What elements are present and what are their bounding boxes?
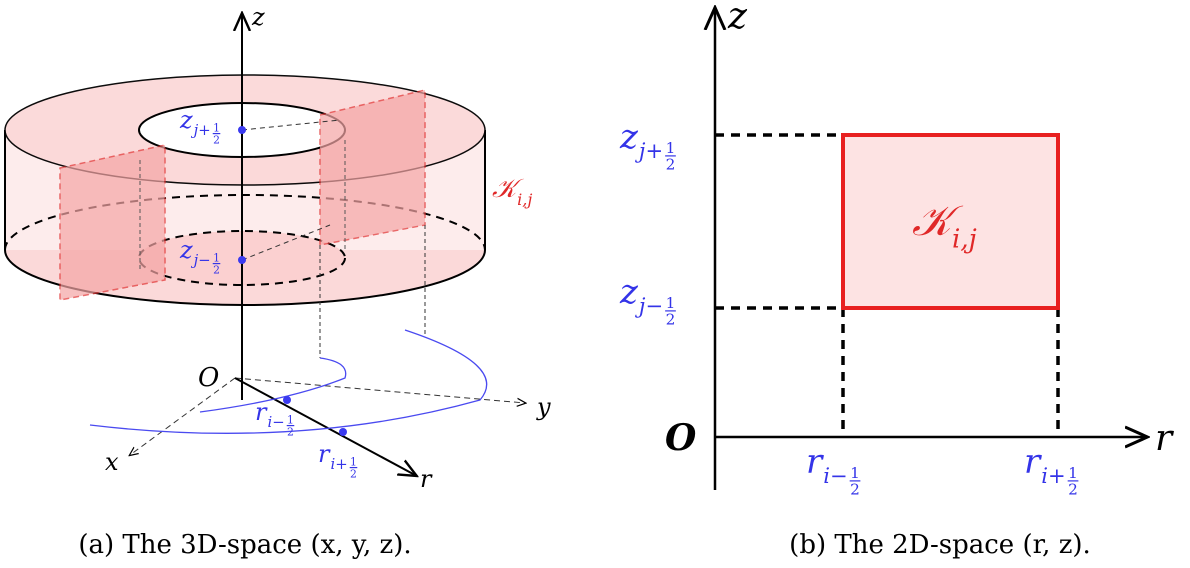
math-subscript: i− [267,413,284,431]
fraction-num: 1 [666,294,676,312]
fraction-den: 2 [666,156,676,174]
fraction-den: 2 [287,425,294,438]
fraction-num: 1 [850,464,860,482]
math-label: z [619,272,639,312]
fraction-num: 1 [287,413,294,426]
fraction-num: 1 [350,455,357,468]
fraction-den: 2 [666,311,676,329]
math-subscript: i− [823,463,847,488]
axis-label: O [665,417,697,459]
ring [4,74,486,358]
caption: (b) The 2D-space (r, z). [789,530,1091,560]
math-subscript: i,j [517,190,532,209]
fraction-den: 2 [213,263,220,276]
axis-label: z [251,3,265,31]
fraction-num: 1 [213,121,220,134]
math-subscript: j− [635,293,663,318]
fraction-den: 2 [850,481,860,499]
math-subscript: i+ [1041,463,1065,488]
math-subscript: j− [191,251,211,269]
math-label: z [179,236,193,264]
axis-label: r [1155,418,1174,459]
math-subscript: i,j [952,225,977,255]
math-label: r [1024,442,1042,482]
plot-2d [715,10,1145,490]
axis-label: O [198,363,219,393]
caption: (a) The 3D-space (x, y, z). [78,530,411,560]
fraction-den: 2 [213,133,220,146]
axis-label: r [420,465,433,493]
fraction-num: 1 [666,139,676,157]
math-subscript: j+ [635,138,663,163]
fraction-den: 2 [350,467,357,480]
axis-label: x [105,448,119,476]
math-label: r [318,440,331,468]
axis-label: z [727,0,748,37]
math-label: r [255,398,268,426]
math-label: z [179,106,193,134]
math-label: z [619,117,639,157]
fraction-num: 1 [213,251,220,264]
math-subscript: j+ [191,121,211,139]
axis-label: y [536,393,551,421]
fraction-den: 2 [1068,481,1078,499]
math-subscript: i+ [330,455,347,473]
math-label: r [806,442,824,482]
axes-3d [89,15,525,475]
fraction-num: 1 [1068,464,1078,482]
